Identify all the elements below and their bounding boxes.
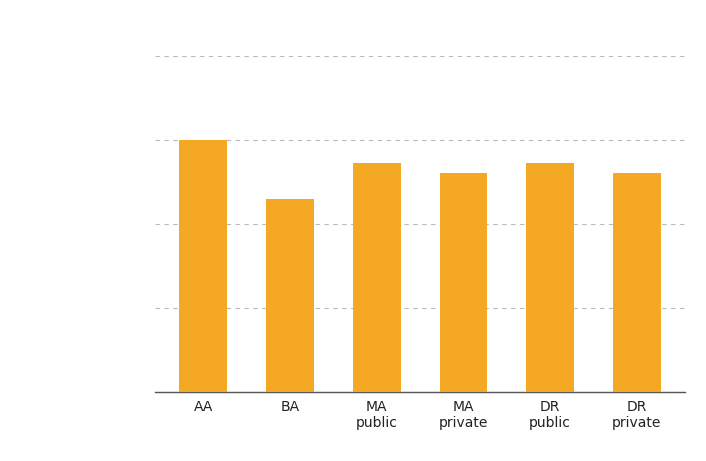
Bar (353, 163, 400, 392)
Bar (526, 163, 574, 392)
Bar (266, 199, 314, 392)
Bar (179, 140, 227, 392)
Bar (613, 173, 661, 392)
Bar (440, 173, 487, 392)
